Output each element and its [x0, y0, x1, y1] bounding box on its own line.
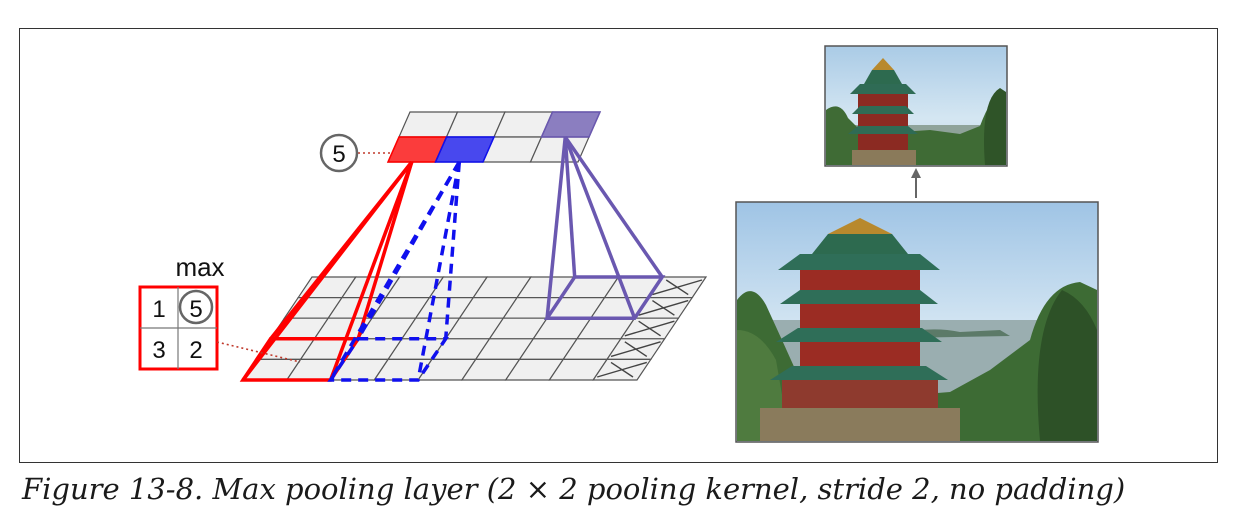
downsample-arrow-head: [911, 168, 921, 178]
output-value-label: 5: [332, 141, 345, 168]
projection-line: [329, 161, 461, 381]
output-highlight-cell: [434, 136, 496, 163]
projection-line: [443, 161, 461, 339]
projection-line: [545, 136, 567, 319]
ignored-column-marks: [597, 279, 703, 378]
input-image: [735, 201, 1099, 443]
cross-mark: [652, 279, 703, 296]
window-cell-2: 5: [189, 296, 202, 323]
projection-line: [563, 136, 664, 278]
red-pooling-window: [239, 136, 448, 382]
max-value-circle: [178, 289, 214, 325]
cross-mark: [638, 299, 689, 316]
blue-pooling-window: [327, 136, 496, 382]
purple-pooling-window: [540, 111, 666, 320]
window-callout-line: [216, 341, 301, 363]
cross-mark: [624, 320, 675, 337]
projection-line: [416, 161, 461, 381]
projection-line: [563, 136, 637, 319]
projection-line: [563, 136, 577, 278]
projection-line: [241, 160, 414, 382]
cross-mark: [597, 361, 647, 378]
pooled-image: [824, 45, 1008, 167]
window-cell-3: 3: [152, 337, 165, 364]
cross-mark: [610, 341, 661, 358]
input-window-outline: [327, 337, 449, 382]
output-highlight-cell: [540, 111, 602, 138]
window-cell-4: 2: [189, 337, 202, 364]
projection-line: [356, 161, 414, 340]
projection-line: [328, 161, 414, 381]
window-cell-1: 1: [152, 296, 165, 323]
output-value-circle: [319, 133, 359, 173]
figure-caption: Figure 13-8. Max pooling layer (2 × 2 po…: [22, 472, 1126, 506]
max-label: max: [175, 252, 224, 282]
pooling-window-detail: [138, 285, 219, 371]
